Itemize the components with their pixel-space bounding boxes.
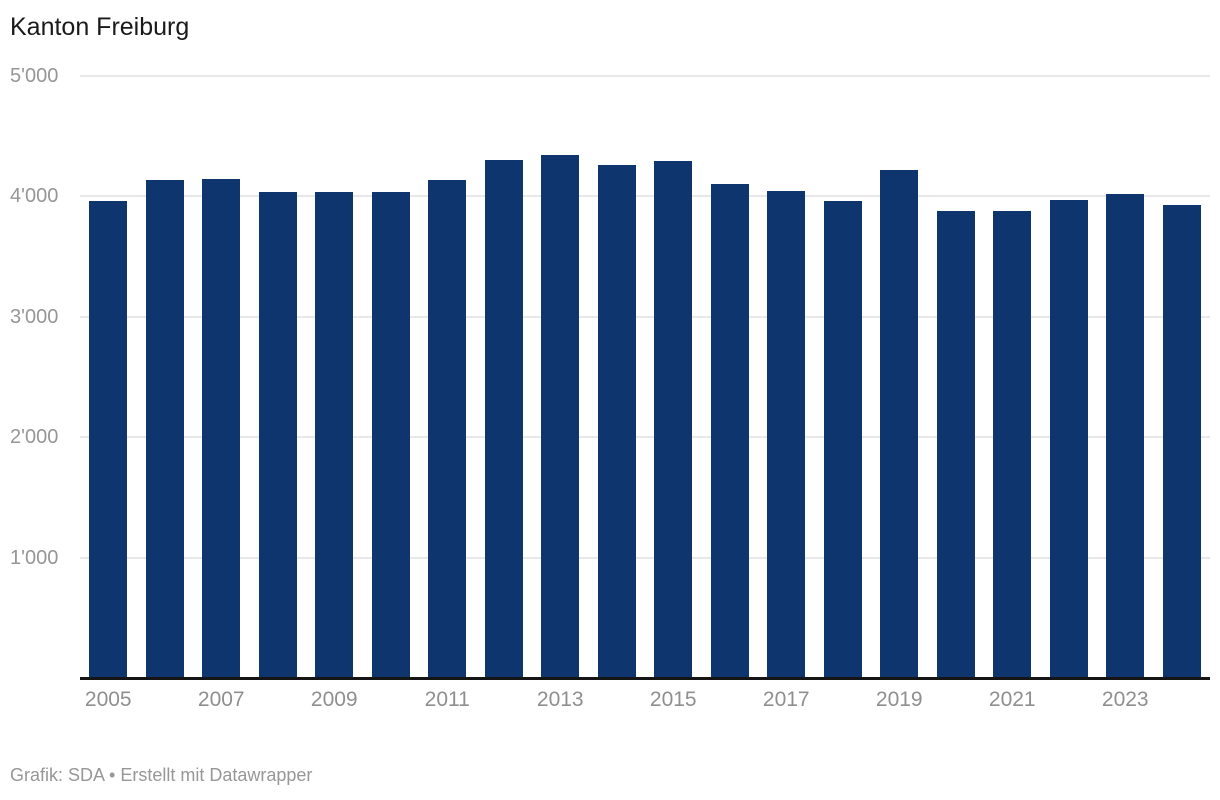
y-axis-label-3000: 3'000 (10, 305, 59, 328)
x-axis-label-2009: 2009 (310, 688, 358, 711)
x-axis-label-2017: 2017 (762, 688, 810, 711)
gridline-1000 (80, 556, 1210, 559)
y-axis-label-1000: 1'000 (10, 546, 59, 569)
bar-2024[interactable] (1162, 204, 1201, 679)
bar-2019[interactable] (880, 169, 919, 679)
x-axis-line (80, 676, 1210, 680)
bar-2012[interactable] (484, 159, 523, 679)
bar-2006[interactable] (145, 180, 184, 679)
bar-2008[interactable] (258, 192, 297, 679)
x-axis-label-2013: 2013 (536, 688, 584, 711)
bar-2010[interactable] (371, 192, 410, 679)
y-axis-label-4000: 4'000 (10, 185, 59, 208)
bar-2009[interactable] (315, 192, 354, 679)
bar-2014[interactable] (597, 164, 636, 679)
gridline-3000 (80, 315, 1210, 318)
bar-2016[interactable] (710, 184, 749, 679)
x-axis-label-2019: 2019 (875, 688, 923, 711)
x-axis-label-2021: 2021 (988, 688, 1036, 711)
x-axis-label-2011: 2011 (424, 688, 470, 711)
bar-2011[interactable] (428, 180, 467, 679)
x-axis-label-2005: 2005 (84, 688, 132, 711)
bar-2023[interactable] (1106, 193, 1145, 679)
x-axis-label-2015: 2015 (649, 688, 697, 711)
bar-2022[interactable] (1049, 199, 1088, 679)
gridline-4000 (80, 195, 1210, 198)
bar-2017[interactable] (767, 191, 806, 679)
gridline-2000 (80, 436, 1210, 439)
x-axis-label-2023: 2023 (1101, 688, 1149, 711)
bar-2020[interactable] (936, 210, 975, 679)
gridline-5000 (80, 74, 1210, 77)
bar-2007[interactable] (202, 179, 241, 679)
bar-2005[interactable] (89, 200, 128, 679)
y-axis-label-5000: 5'000 (10, 64, 59, 87)
chart-credit-line: Grafik: SDA • Erstellt mit Datawrapper (10, 765, 313, 785)
chart-title: Kanton Freiburg (10, 13, 190, 41)
bar-2018[interactable] (823, 200, 862, 679)
bar-2013[interactable] (541, 155, 580, 679)
y-axis-label-2000: 2'000 (10, 426, 59, 449)
bar-2021[interactable] (993, 210, 1032, 679)
x-axis-label-2007: 2007 (197, 688, 245, 711)
bar-2015[interactable] (654, 161, 693, 679)
